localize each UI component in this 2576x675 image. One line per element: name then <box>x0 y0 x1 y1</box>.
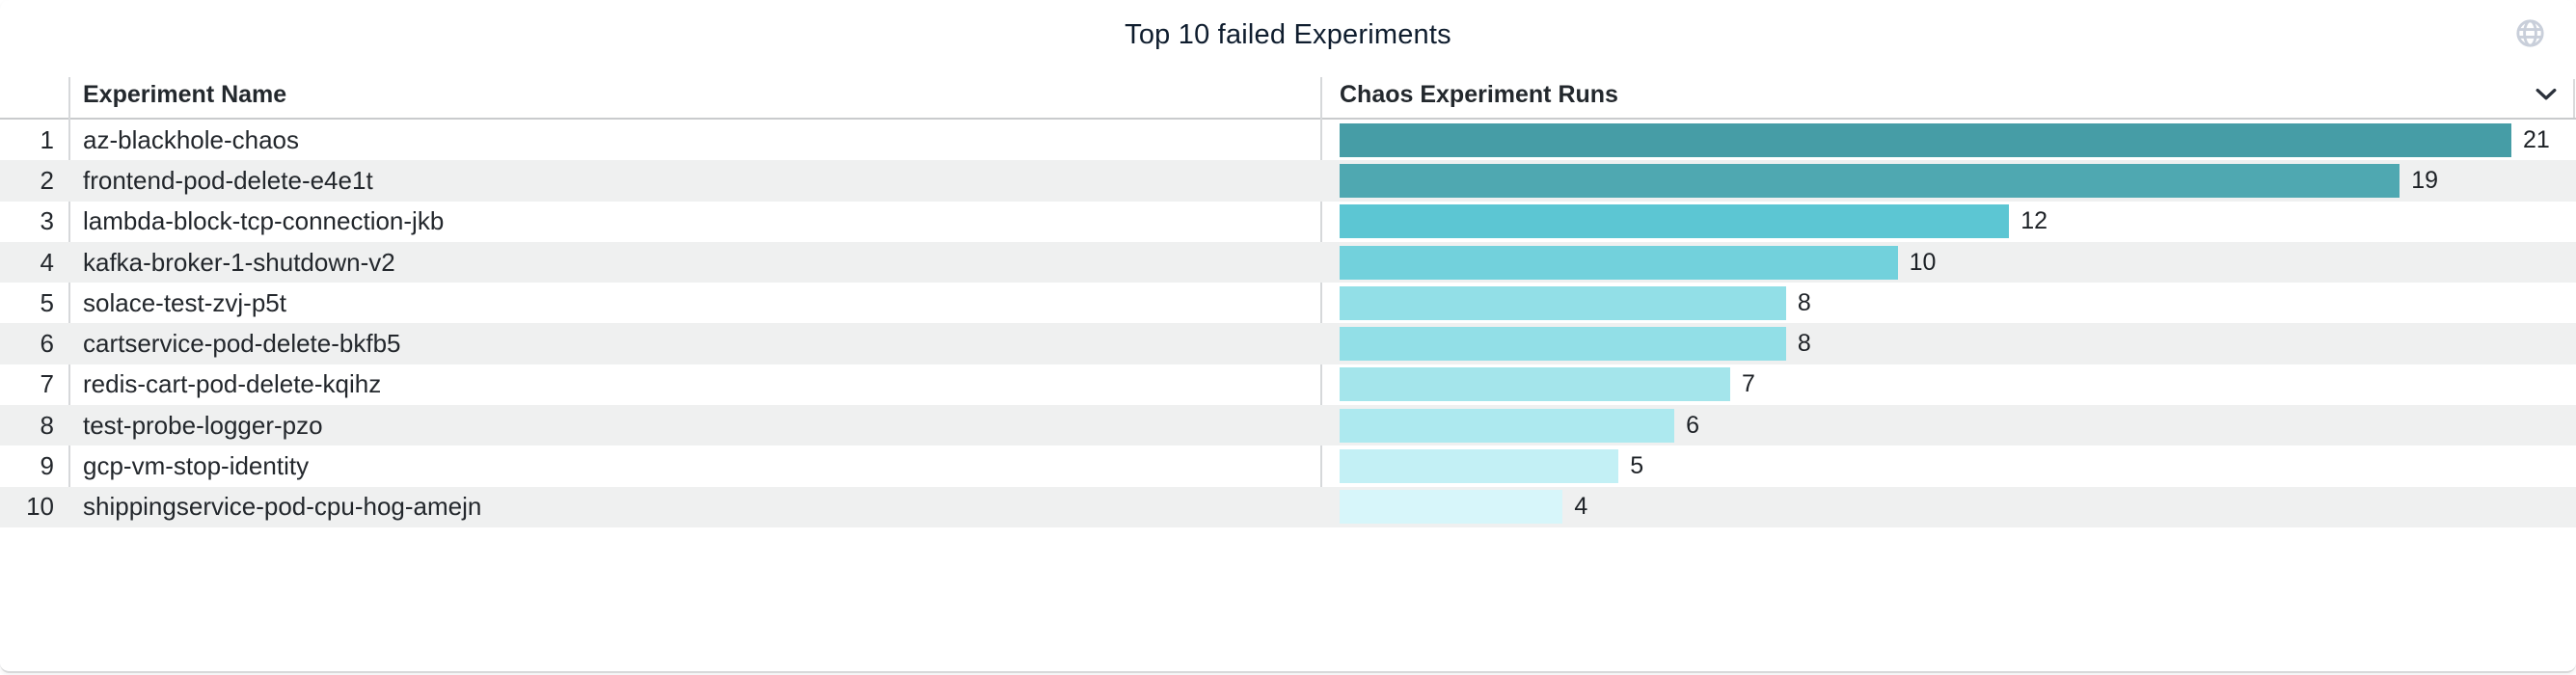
table-row: 5 solace-test-zvj-p5t 8 <box>0 283 2576 323</box>
runs-value: 4 <box>1574 493 1588 521</box>
experiment-name: az-blackhole-chaos <box>83 124 300 154</box>
experiment-name: test-probe-logger-pzo <box>83 410 323 440</box>
runs-bar-cell: 10 <box>1321 242 2576 283</box>
runs-value: 6 <box>1686 411 1700 439</box>
runs-bar[interactable] <box>1340 163 2400 198</box>
table-row: 8 test-probe-logger-pzo 6 <box>0 405 2576 446</box>
runs-bar[interactable] <box>1340 408 1675 443</box>
runs-bar-cell: 5 <box>1321 446 2576 486</box>
experiment-name: solace-test-zvj-p5t <box>83 287 286 317</box>
row-rank: 9 <box>40 451 54 481</box>
runs-value: 12 <box>2020 207 2048 235</box>
table-row: 6 cartservice-pod-delete-bkfb5 8 <box>0 323 2576 364</box>
runs-bar-cell: 21 <box>1321 120 2576 160</box>
table-row: 10 shippingservice-pod-cpu-hog-amejn 4 <box>0 486 2576 527</box>
runs-bar-cell: 19 <box>1321 160 2576 201</box>
row-rank: 8 <box>40 410 54 440</box>
table-row: 9 gcp-vm-stop-identity 5 <box>0 446 2576 486</box>
row-rank: 5 <box>40 287 54 317</box>
table-row: 7 redis-cart-pod-delete-kqihz 7 <box>0 364 2576 405</box>
runs-bar[interactable] <box>1340 449 1619 484</box>
runs-value: 21 <box>2523 125 2550 153</box>
runs-bar[interactable] <box>1340 285 1786 320</box>
experiment-name: frontend-pod-delete-e4e1t <box>83 165 373 195</box>
experiment-name: gcp-vm-stop-identity <box>83 451 310 481</box>
runs-bar[interactable] <box>1340 367 1730 402</box>
runs-value: 5 <box>1630 452 1644 480</box>
runs-value: 7 <box>1742 370 1755 398</box>
header-right-edge-divider <box>2573 79 2575 118</box>
runs-bar-cell: 7 <box>1321 364 2576 405</box>
table-row: 4 kafka-broker-1-shutdown-v2 10 <box>0 241 2576 284</box>
chevron-down-icon[interactable] <box>2535 88 2557 101</box>
runs-bar[interactable] <box>1340 122 2511 157</box>
row-rank: 2 <box>40 165 54 195</box>
experiment-name: kafka-broker-1-shutdown-v2 <box>83 247 395 277</box>
experiment-name: redis-cart-pod-delete-kqihz <box>83 369 382 399</box>
runs-value: 8 <box>1797 288 1811 316</box>
table-row: 2 frontend-pod-delete-e4e1t 19 <box>0 160 2576 202</box>
rank-column-divider <box>68 77 70 527</box>
runs-bar-cell: 6 <box>1321 405 2576 446</box>
row-rank: 4 <box>40 247 54 277</box>
runs-bar[interactable] <box>1340 204 2010 239</box>
column-header-chaos-experiment-runs[interactable]: Chaos Experiment Runs <box>1340 80 1618 108</box>
header-bottom-border <box>0 118 2576 120</box>
row-rank: 6 <box>40 329 54 359</box>
runs-bar[interactable] <box>1340 490 1563 525</box>
runs-value: 8 <box>1797 330 1811 358</box>
experiment-name: shippingservice-pod-cpu-hog-amejn <box>83 492 482 522</box>
row-rank: 10 <box>26 492 54 522</box>
runs-bar[interactable] <box>1340 245 1898 280</box>
runs-value: 10 <box>1909 248 1937 276</box>
row-rank: 3 <box>40 206 54 236</box>
runs-bar-cell: 8 <box>1321 283 2576 323</box>
experiment-name: lambda-block-tcp-connection-jkb <box>83 206 445 236</box>
table-body: 1 az-blackhole-chaos 21 2 frontend-pod-d… <box>0 120 2576 527</box>
table-row: 1 az-blackhole-chaos 21 <box>0 120 2576 160</box>
runs-bar-cell: 4 <box>1321 487 2576 527</box>
runs-bar-cell: 12 <box>1321 202 2576 242</box>
column-header-experiment-name[interactable]: Experiment Name <box>83 80 287 108</box>
runs-bar[interactable] <box>1340 327 1786 362</box>
row-rank: 1 <box>40 124 54 154</box>
experiment-name: cartservice-pod-delete-bkfb5 <box>83 329 401 359</box>
table-header-row: Experiment Name Chaos Experiment Runs <box>0 69 2576 120</box>
runs-value: 19 <box>2411 166 2439 194</box>
runs-column-divider <box>1320 77 1322 527</box>
widget-title-bar: Top 10 failed Experiments <box>0 0 2576 69</box>
table-row: 3 lambda-block-tcp-connection-jkb 12 <box>0 202 2576 242</box>
page-title: Top 10 failed Experiments <box>1125 18 1451 50</box>
runs-bar-cell: 8 <box>1321 323 2576 364</box>
row-rank: 7 <box>40 369 54 399</box>
globe-icon[interactable] <box>2514 17 2546 49</box>
